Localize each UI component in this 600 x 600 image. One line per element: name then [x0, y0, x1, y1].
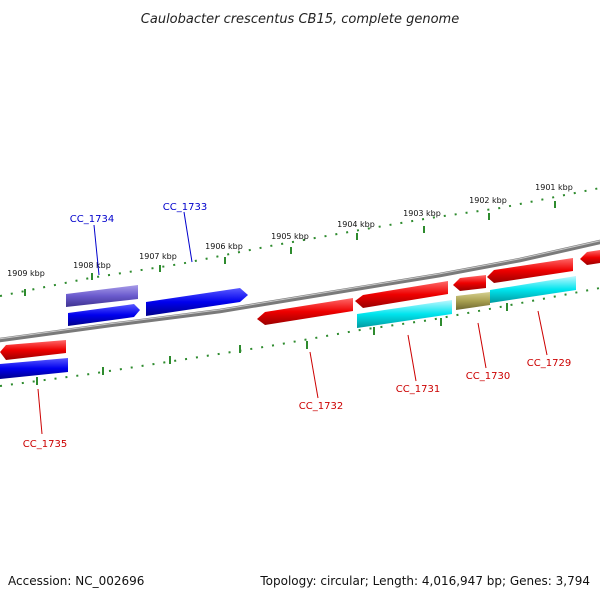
gene-label-cc-1731[interactable]: CC_1731: [396, 384, 440, 395]
genome-backbone: [0, 239, 600, 343]
reverse-strand-features: [0, 250, 600, 379]
gene-labels: CC_1734 CC_1733 CC_1735 CC_1732 CC_1731 …: [23, 202, 571, 450]
kbp-label: 1905 kbp: [271, 232, 309, 241]
outer-major-ticks: [24, 201, 556, 296]
kbp-label: 1908 kbp: [73, 261, 111, 270]
topology-text: Topology: circular; Length: 4,016,947 bp…: [259, 574, 590, 588]
gene-cc-1729-feature[interactable]: [490, 276, 576, 303]
gene-cc-1733-cds[interactable]: [146, 288, 248, 316]
forward-strand-features: [66, 285, 248, 326]
inner-major-ticks: [36, 303, 508, 385]
accession-text: Accession: NC_002696: [8, 574, 144, 588]
genome-backbone-highlight: [0, 240, 600, 340]
gene-label-cc-1732[interactable]: CC_1732: [299, 401, 343, 412]
gene-cc-1735-feature[interactable]: [0, 358, 68, 379]
gene-cc-1730-feature[interactable]: [456, 292, 490, 310]
gene-cc-1731-cds[interactable]: [355, 281, 448, 308]
gene-cc-1735-cds[interactable]: [0, 340, 66, 360]
kbp-labels: 1909 kbp 1908 kbp 1907 kbp 1906 kbp 1905…: [7, 183, 573, 278]
gene-cc-1729-cds[interactable]: [487, 258, 573, 283]
gene-label-cc-1734[interactable]: CC_1734: [70, 214, 114, 225]
kbp-label: 1906 kbp: [205, 242, 243, 251]
gene-cc-1732-cds[interactable]: [257, 298, 353, 325]
kbp-label: 1904 kbp: [337, 220, 375, 229]
kbp-label: 1901 kbp: [535, 183, 573, 192]
gene-label-cc-1735[interactable]: CC_1735: [23, 439, 67, 450]
kbp-label: 1902 kbp: [469, 196, 507, 205]
gene-label-cc-1730[interactable]: CC_1730: [466, 371, 510, 382]
gene-cc-1728-cds[interactable]: [580, 250, 600, 265]
gene-label-cc-1729[interactable]: CC_1729: [527, 358, 571, 369]
gene-cc-1730-cds[interactable]: [453, 275, 486, 291]
map-title: Caulobacter crescentus CB15, complete ge…: [141, 12, 459, 27]
gene-cc-1734-feature[interactable]: [66, 285, 138, 307]
gene-cc-1734-cds[interactable]: [68, 304, 140, 326]
kbp-label: 1903 kbp: [403, 209, 441, 218]
gene-label-cc-1733[interactable]: CC_1733: [163, 202, 207, 213]
callout-lines: [37, 211, 548, 435]
gene-cc-1731-feature[interactable]: [357, 300, 452, 328]
outer-tick-ring: [0, 187, 600, 297]
kbp-label: 1909 kbp: [7, 269, 45, 278]
kbp-label: 1907 kbp: [139, 252, 177, 261]
